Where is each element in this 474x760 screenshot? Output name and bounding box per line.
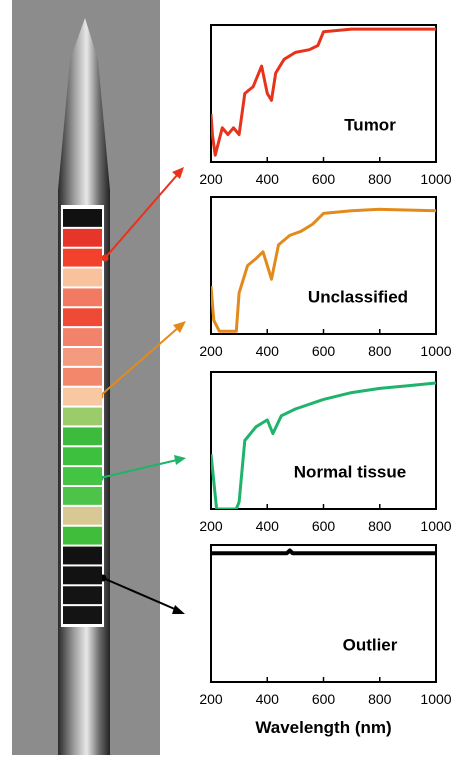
needle-segment [63, 506, 102, 525]
needle-segment [63, 288, 102, 307]
needle-segment [63, 328, 102, 346]
plot-area [211, 27, 436, 157]
x-tick-label: 600 [312, 343, 336, 359]
needle-segment [63, 387, 102, 406]
x-tick-label: 400 [256, 518, 280, 534]
needle-segment [63, 348, 102, 366]
plot-frame [210, 196, 437, 335]
x-tick-label: 600 [312, 171, 336, 187]
needle-segment [63, 546, 102, 565]
x-tick-label: 1000 [420, 343, 451, 359]
needle-segment [63, 467, 102, 485]
x-tick-label: 1000 [420, 518, 451, 534]
x-tick-label: 200 [199, 171, 223, 187]
x-tick-label: 1000 [420, 691, 451, 707]
spectrum-line [211, 548, 436, 556]
x-tick-label: 1000 [420, 171, 451, 187]
needle-segment [63, 606, 102, 624]
plot-frame [210, 544, 437, 683]
needle-segment [63, 209, 102, 227]
needle-segment [63, 447, 102, 466]
needle-segment [63, 308, 102, 327]
spectrum-line [211, 381, 436, 509]
needle-segment [63, 228, 102, 247]
x-tick-label: 200 [199, 518, 223, 534]
needle-segment [63, 367, 102, 386]
x-tick-label: 800 [368, 343, 392, 359]
plot-area [211, 381, 436, 509]
x-tick-label: 600 [312, 518, 336, 534]
needle-tip [58, 18, 110, 190]
spectrum-line [211, 207, 436, 333]
needle-segment [63, 268, 102, 287]
x-tick-label: 800 [368, 518, 392, 534]
x-tick-label: 800 [368, 691, 392, 707]
x-axis-label: Wavelength (nm) [255, 718, 391, 737]
needle-segment [63, 427, 102, 446]
needle-segment [63, 407, 102, 426]
plot-area [211, 548, 436, 556]
x-tick-label: 800 [368, 171, 392, 187]
x-tick-label: 200 [199, 691, 223, 707]
needle-segment [63, 586, 102, 605]
plot-frame [210, 371, 437, 510]
x-tick-label: 200 [199, 343, 223, 359]
needle-segment [63, 248, 102, 267]
spectrum-line [211, 27, 436, 157]
annotation: Outlier [343, 635, 398, 654]
annotation: Normal tissue [294, 462, 406, 481]
needle-segment [63, 526, 102, 545]
annotation: Unclassified [308, 287, 408, 306]
x-tick-label: 600 [312, 691, 336, 707]
x-tick-label: 400 [256, 343, 280, 359]
needle-segment [63, 487, 102, 505]
needle-segment [63, 566, 102, 585]
annotation: Tumor [344, 115, 396, 134]
x-tick-label: 400 [256, 691, 280, 707]
x-tick-label: 400 [256, 171, 280, 187]
plot-area [211, 207, 436, 333]
